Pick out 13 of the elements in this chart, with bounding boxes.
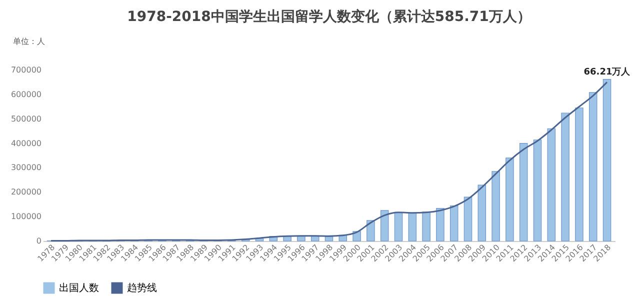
annotation: 66.21万人 — [584, 66, 632, 78]
legend-label: 趋势线 — [127, 282, 157, 294]
y-tick-label: 200000 — [10, 188, 42, 197]
y-tick-label: 0 — [36, 236, 42, 246]
y-tick-label: 500000 — [10, 114, 42, 124]
y-tick-label: 400000 — [10, 138, 42, 148]
legend-label: 出国人数 — [59, 282, 99, 294]
chart-title: 1978-2018中国学生出国留学人数变化（累计达585.71万人） — [127, 8, 531, 25]
y-tick-label: 600000 — [10, 90, 42, 99]
y-tick-label: 300000 — [10, 163, 42, 172]
y-tick-label: 700000 — [10, 66, 42, 74]
text: 单位：人 — [13, 37, 45, 46]
y-tick-label: 100000 — [10, 212, 42, 222]
